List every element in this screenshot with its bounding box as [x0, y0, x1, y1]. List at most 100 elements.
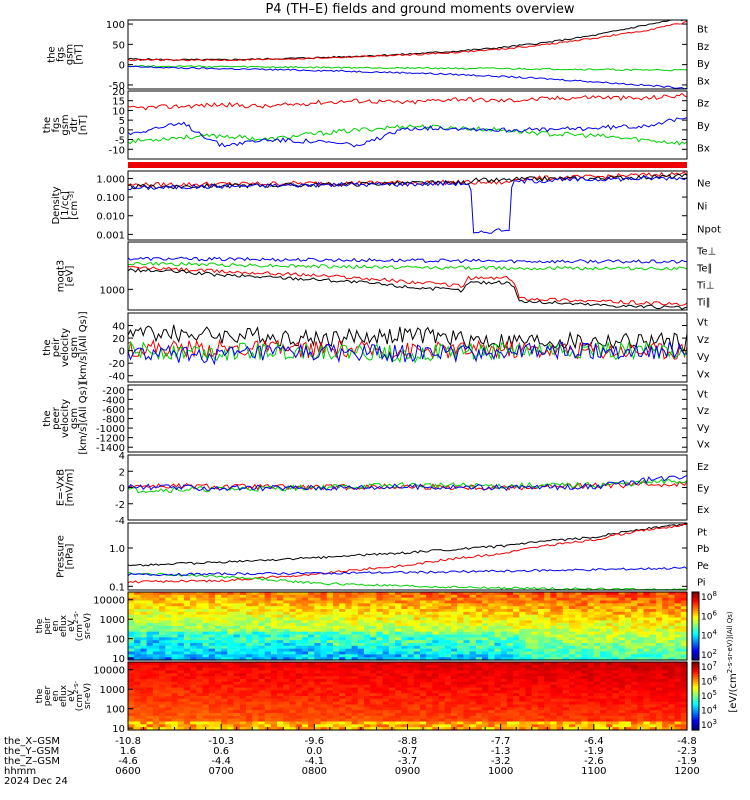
spectrogram-cell — [401, 684, 409, 689]
spectrogram-cell — [146, 693, 154, 697]
spectrogram-cell — [264, 600, 272, 604]
spectrogram-cell — [258, 698, 266, 703]
spectrogram-cell — [351, 623, 359, 627]
spectrogram-cell — [444, 664, 452, 669]
spectrogram-cell — [370, 701, 378, 706]
spectrogram-cell — [525, 667, 533, 672]
spectrogram-cell — [128, 634, 135, 638]
spectrogram-cell — [382, 640, 390, 644]
spectrogram-cell — [525, 687, 533, 691]
spectrogram-cell — [214, 597, 222, 602]
spectrogram-cell — [128, 609, 135, 613]
spectrogram-cell — [395, 637, 402, 641]
spectrogram-cell — [370, 594, 378, 599]
spectrogram-cell — [631, 617, 638, 621]
spectrogram-cell — [631, 651, 638, 655]
spectrogram-cell — [655, 657, 663, 661]
spectrogram-cell — [171, 600, 179, 604]
spectrogram-cell — [643, 651, 651, 655]
spectrogram-cell — [581, 640, 589, 644]
spectrogram-cell — [140, 693, 148, 697]
spectrogram-cell — [432, 718, 440, 723]
spectrogram-cell — [612, 727, 620, 731]
spectrogram-cell — [140, 594, 148, 599]
y-tick-label: -800 — [102, 415, 125, 426]
spectrogram-cell — [426, 617, 433, 621]
spectrogram-cell — [568, 603, 576, 607]
spectrogram-cell — [500, 710, 508, 714]
spectrogram-cell — [320, 667, 328, 672]
spectrogram-cell — [550, 690, 558, 694]
spectrogram-cell — [432, 603, 440, 607]
spectrogram-cell — [128, 679, 135, 683]
spectrogram-cell — [351, 662, 359, 666]
spectrogram-cell — [183, 640, 191, 644]
spectrogram-cell — [314, 684, 322, 689]
spectrogram-cell — [432, 713, 440, 717]
spectrogram-cell — [525, 603, 533, 607]
spectrogram-cell — [134, 679, 142, 683]
spectrogram-cell — [662, 643, 669, 647]
spectrogram-cell — [662, 679, 669, 683]
spectrogram-cell — [277, 721, 284, 725]
spectrogram-cell — [283, 631, 291, 636]
spectrogram-cell — [438, 667, 446, 672]
spectrogram-cell — [587, 707, 595, 711]
spectrogram-cell — [332, 696, 340, 700]
spectrogram-cell — [581, 614, 589, 619]
spectrogram-cell — [519, 707, 527, 711]
spectrogram-cell — [457, 597, 464, 602]
spectrogram-cell — [544, 640, 551, 644]
spectrogram-cell — [643, 620, 651, 624]
spectrogram-cell — [159, 657, 166, 661]
spectrogram-cell — [308, 727, 315, 731]
spectrogram-cell — [128, 721, 135, 725]
spectrogram-cell — [202, 715, 210, 720]
spectrogram-cell — [339, 643, 346, 647]
spectrogram-cell — [196, 648, 204, 653]
spectrogram-cell — [221, 710, 228, 714]
spectrogram-cell — [252, 721, 260, 725]
spectrogram-cell — [450, 594, 458, 599]
spectrogram-cell — [419, 679, 427, 683]
spectrogram-cell — [177, 600, 185, 604]
spectrogram-cell — [332, 684, 340, 689]
spectrogram-cell — [525, 597, 533, 602]
spectrogram-cell — [519, 718, 527, 723]
spectrogram-cell — [419, 664, 427, 669]
spectrogram-cell — [134, 684, 142, 689]
spectrogram-cell — [364, 609, 371, 613]
spectrogram-cell — [593, 597, 601, 602]
spectrogram-cell — [531, 710, 539, 714]
spectrogram-cell — [488, 643, 496, 647]
spectrogram-cell — [544, 718, 551, 723]
spectrogram-cell — [438, 673, 446, 677]
spectrogram-cell — [339, 664, 346, 669]
spectrogram-cell — [351, 724, 359, 728]
spectrogram-cell — [308, 611, 315, 616]
spectrogram-cell — [525, 662, 533, 666]
spectrogram-cell — [320, 634, 328, 638]
spectrogram-cell — [252, 693, 260, 697]
spectrogram-cell — [196, 606, 204, 610]
spectrogram-cell — [419, 606, 427, 610]
spectrogram-cell — [450, 623, 458, 627]
spectrogram-cell — [407, 648, 415, 653]
spectrogram-cell — [463, 617, 471, 621]
spectrogram-cell — [370, 673, 378, 677]
spectrogram-cell — [618, 664, 626, 669]
spectrogram-cell — [649, 679, 657, 683]
spectrogram-cell — [196, 696, 204, 700]
spectrogram-cell — [351, 606, 359, 610]
spectrogram-cell — [624, 657, 632, 661]
spectrogram-cell — [308, 654, 315, 658]
spectrogram-cell — [345, 597, 353, 602]
spectrogram-cell — [320, 614, 328, 619]
spectrogram-cell — [183, 657, 191, 661]
spectrogram-cell — [519, 634, 527, 638]
spectrogram-cell — [450, 662, 458, 666]
spectrogram-cell — [301, 710, 309, 714]
spectrogram-cell — [140, 609, 148, 613]
spectrogram-cell — [637, 724, 645, 728]
spectrogram-cell — [301, 640, 309, 644]
